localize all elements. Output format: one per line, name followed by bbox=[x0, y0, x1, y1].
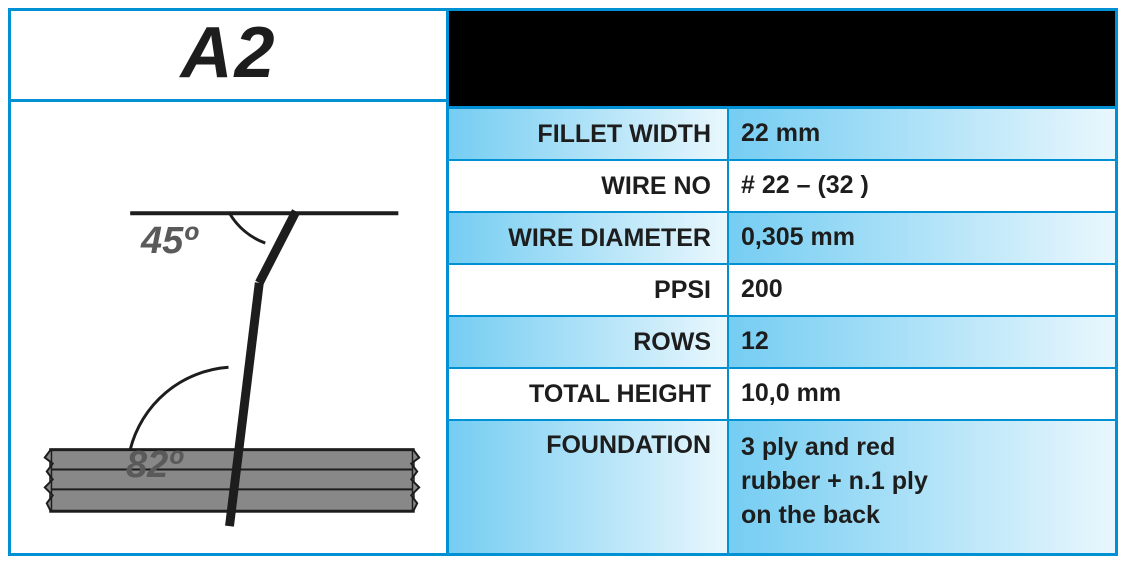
spec-table: FILLET WIDTH 22 mm WIRE NO # 22 – (32 ) … bbox=[449, 109, 1115, 553]
spec-card: A2 bbox=[8, 8, 1118, 556]
wire-diagram bbox=[11, 102, 446, 553]
spec-row: TOTAL HEIGHT 10,0 mm bbox=[449, 369, 1115, 421]
angle-top-label: 45º bbox=[141, 220, 197, 263]
spec-row: FILLET WIDTH 22 mm bbox=[449, 109, 1115, 161]
title-text: A2 bbox=[11, 17, 446, 89]
spec-value-wire-no: # 22 – (32 ) bbox=[729, 161, 1115, 211]
spec-value-fillet-width: 22 mm bbox=[729, 109, 1115, 159]
diagram-box: 45º 82º bbox=[11, 102, 446, 553]
spec-label-rows: ROWS bbox=[449, 317, 729, 367]
spec-label-wire-diameter: WIRE DIAMETER bbox=[449, 213, 729, 263]
spec-label-wire-no: WIRE NO bbox=[449, 161, 729, 211]
angle-bottom-label: 82º bbox=[126, 444, 182, 487]
spec-row: PPSI 200 bbox=[449, 265, 1115, 317]
spec-value-wire-diameter: 0,305 mm bbox=[729, 213, 1115, 263]
spec-row: WIRE DIAMETER 0,305 mm bbox=[449, 213, 1115, 265]
left-panel: A2 bbox=[11, 11, 449, 553]
spec-label-ppsi: PPSI bbox=[449, 265, 729, 315]
spec-label-total-height: TOTAL HEIGHT bbox=[449, 369, 729, 419]
spec-row: ROWS 12 bbox=[449, 317, 1115, 369]
spec-value-total-height: 10,0 mm bbox=[729, 369, 1115, 419]
spec-label-fillet-width: FILLET WIDTH bbox=[449, 109, 729, 159]
spec-row: WIRE NO # 22 – (32 ) bbox=[449, 161, 1115, 213]
spec-value-ppsi: 200 bbox=[729, 265, 1115, 315]
spec-value-rows: 12 bbox=[729, 317, 1115, 367]
spec-header-gap bbox=[449, 11, 1115, 109]
spec-row: FOUNDATION 3 ply and red rubber + n.1 pl… bbox=[449, 421, 1115, 553]
title-box: A2 bbox=[11, 11, 446, 102]
right-panel: FILLET WIDTH 22 mm WIRE NO # 22 – (32 ) … bbox=[449, 11, 1115, 553]
spec-label-foundation: FOUNDATION bbox=[449, 421, 729, 553]
spec-value-foundation: 3 ply and red rubber + n.1 ply on the ba… bbox=[729, 421, 1115, 553]
